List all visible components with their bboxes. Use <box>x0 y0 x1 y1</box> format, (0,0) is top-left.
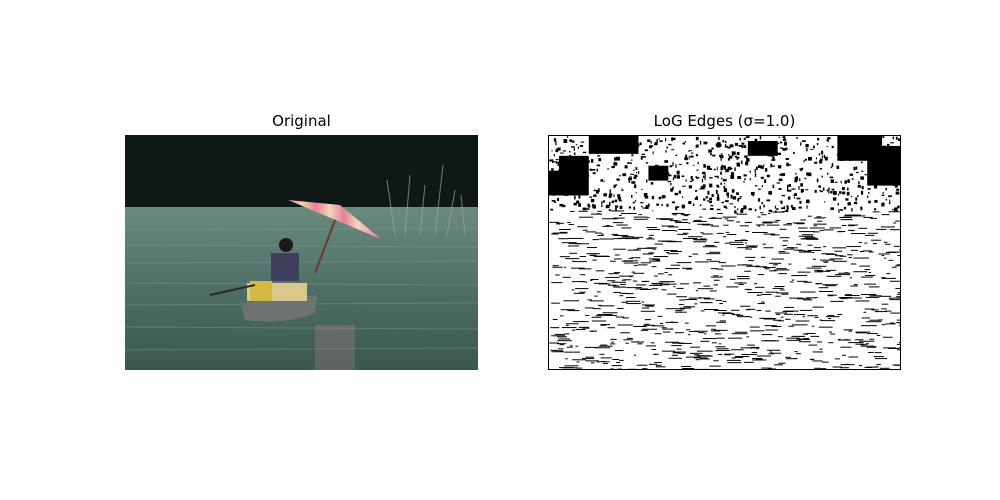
original-image <box>125 135 478 370</box>
log-edges-image <box>548 135 901 370</box>
left-panel-title: Original <box>272 112 331 130</box>
right-panel-title: LoG Edges (σ=1.0) <box>653 112 796 130</box>
